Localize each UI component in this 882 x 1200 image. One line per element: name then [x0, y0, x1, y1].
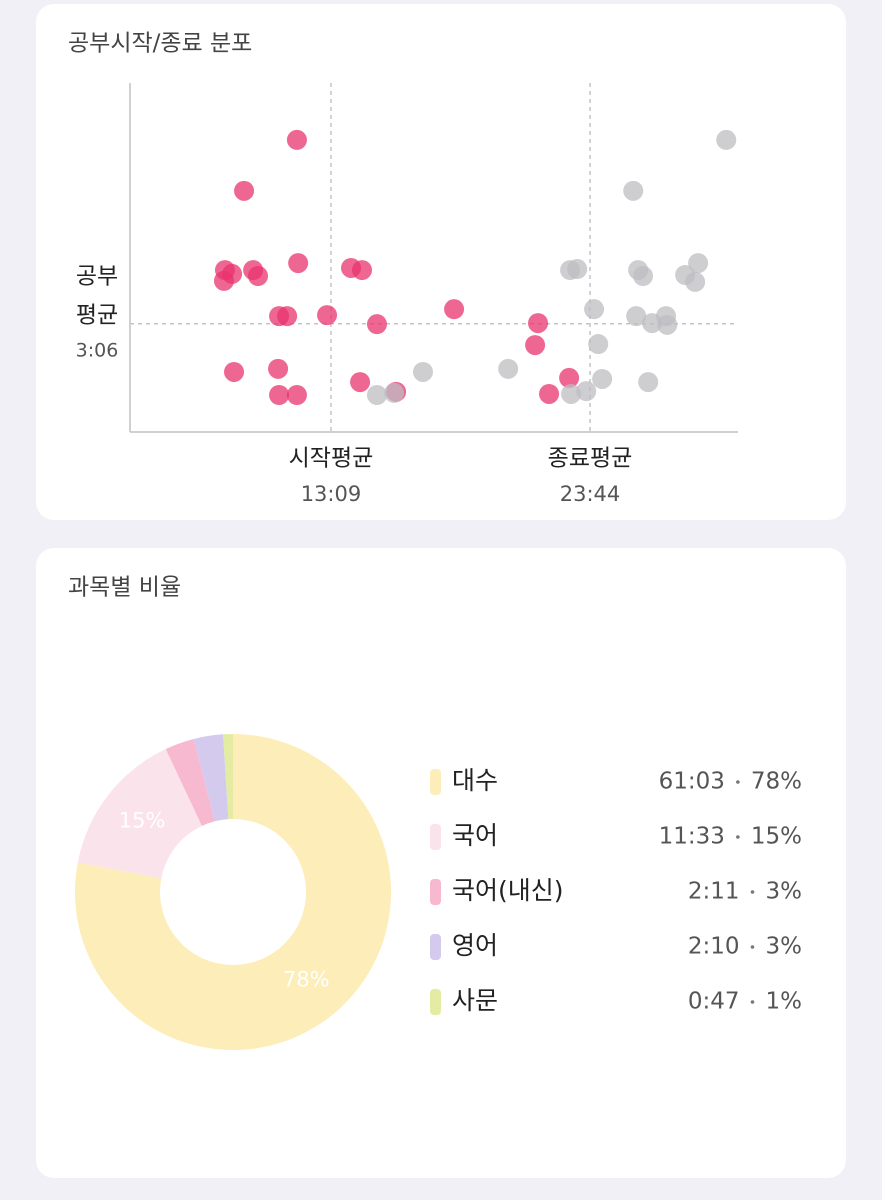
point [559, 367, 580, 388]
point [224, 361, 245, 382]
point [592, 368, 613, 389]
legend-label: 국어(내신) [452, 876, 564, 905]
reference-label: 종료평균 [548, 446, 633, 472]
legend-percent: 15% [751, 824, 802, 850]
point [350, 372, 371, 393]
point [366, 314, 387, 335]
card-title: 공부시작/종료 분포 [68, 31, 252, 57]
donut-slice [75, 734, 392, 1050]
point [584, 299, 605, 320]
slice-label: 15% [119, 809, 166, 833]
legend-label: 국어 [452, 821, 498, 850]
point [444, 299, 465, 320]
point [234, 180, 255, 201]
point [576, 381, 597, 402]
legend-duration: 11:33 [659, 824, 725, 850]
legend-label: 사문 [452, 986, 498, 1015]
point [288, 253, 309, 274]
point [286, 129, 307, 150]
point [716, 129, 737, 150]
donut-slice [193, 734, 229, 822]
point [567, 259, 588, 280]
legend-swatch [430, 769, 441, 795]
reference-value: 3:06 [76, 340, 119, 362]
point [268, 358, 289, 379]
legend-swatch [430, 934, 441, 960]
card [36, 4, 846, 520]
donut-slice [77, 749, 202, 879]
point [222, 263, 243, 284]
reference-label: 평균 [76, 303, 118, 329]
legend-swatch [430, 989, 441, 1015]
legend-separator [736, 835, 740, 839]
point [248, 265, 269, 286]
point [286, 385, 307, 406]
legend-label: 대수 [452, 766, 498, 795]
point [384, 382, 405, 403]
legend-duration: 2:10 [688, 934, 740, 960]
legend-separator [750, 1000, 755, 1004]
reference-label: 공부 [76, 264, 118, 290]
reference-value: 23:44 [560, 482, 621, 506]
legend-duration: 2:11 [688, 879, 740, 905]
point [366, 385, 387, 406]
point [525, 335, 546, 356]
point [623, 180, 644, 201]
point [685, 271, 706, 292]
donut-slice [165, 738, 215, 826]
point [633, 265, 654, 286]
point [412, 361, 433, 382]
point [657, 314, 678, 335]
legend-swatch [430, 824, 441, 850]
legend-percent: 3% [766, 934, 803, 960]
point [561, 383, 582, 404]
legend-duration: 61:03 [659, 769, 725, 795]
legend-separator [750, 945, 755, 949]
card-title: 과목별 비율 [68, 575, 181, 601]
reference-label: 시작평균 [289, 446, 374, 472]
point [269, 385, 290, 406]
legend-percent: 78% [751, 769, 802, 795]
point [588, 334, 609, 355]
legend-percent: 3% [766, 879, 803, 905]
point [539, 383, 560, 404]
point [688, 253, 709, 274]
point [498, 358, 519, 379]
slice-label: 78% [283, 968, 330, 992]
legend-percent: 1% [766, 989, 803, 1015]
donut-slice [223, 734, 233, 820]
point [352, 260, 373, 281]
legend-separator [750, 890, 755, 894]
point [626, 306, 647, 327]
legend-duration: 0:47 [688, 989, 740, 1015]
reference-value: 13:09 [301, 482, 362, 506]
legend-swatch [430, 879, 441, 905]
point [317, 305, 338, 326]
point [277, 306, 298, 327]
point [528, 313, 549, 334]
point [638, 372, 659, 393]
legend-label: 영어 [452, 931, 498, 960]
legend-separator [736, 780, 740, 784]
